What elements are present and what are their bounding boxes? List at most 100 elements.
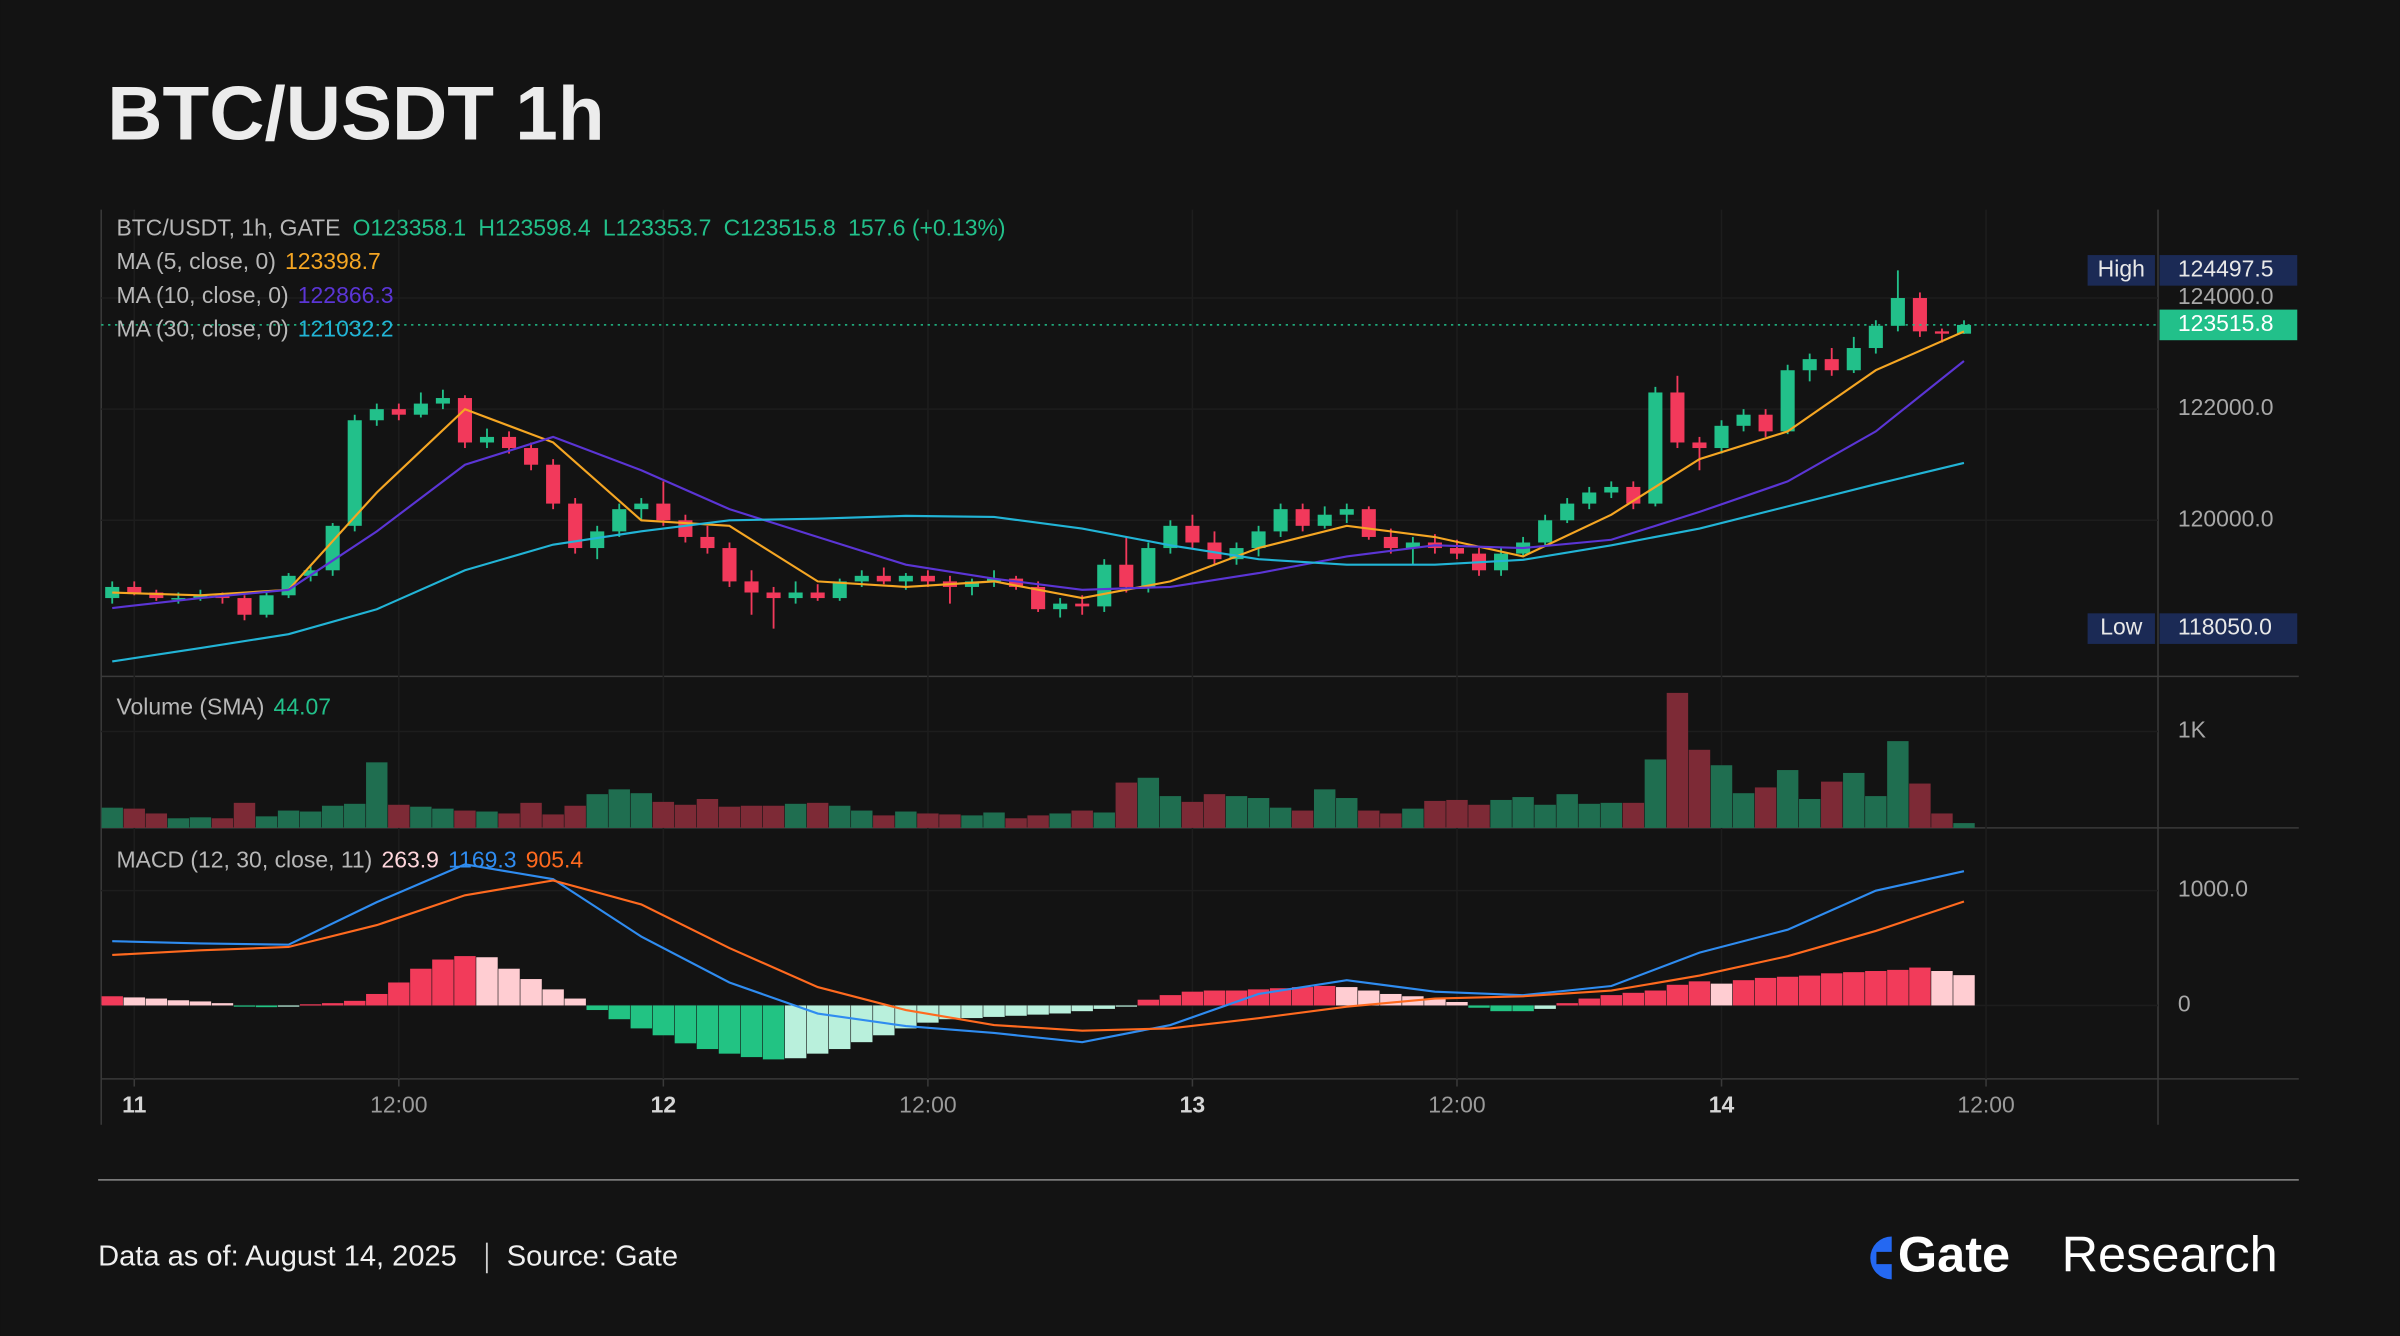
indicator-line <box>112 879 1965 1032</box>
candle-body <box>1449 548 1465 554</box>
y-tick-label: 122000.0 <box>2178 394 2274 420</box>
legend-entry: MA (10, close, 0) 122866.3 <box>117 282 394 308</box>
histogram-bar <box>1424 998 1446 1006</box>
x-tick-label: 12:00 <box>1957 1092 2014 1118</box>
candle-body <box>1582 492 1597 504</box>
volume-bar <box>1115 782 1138 828</box>
histogram-bar <box>101 996 123 1006</box>
histogram-bar <box>520 979 542 1006</box>
volume-bar <box>1137 777 1160 828</box>
footer-source: Source: Gate <box>507 1241 678 1273</box>
volume-bar <box>1556 794 1578 828</box>
candle-body <box>193 595 208 599</box>
volume-bar <box>1181 801 1204 828</box>
candle-body <box>1075 603 1090 607</box>
candle-body <box>1692 442 1707 449</box>
candle-body <box>1956 324 1972 334</box>
histogram-bar <box>1732 980 1755 1006</box>
histogram-bar <box>299 1004 322 1006</box>
candle-body <box>1405 542 1420 549</box>
histogram-bar <box>1512 1005 1534 1012</box>
y-tick-label: 1000.0 <box>2178 876 2248 902</box>
candle-body <box>1053 603 1068 610</box>
histogram-bar <box>1490 1005 1512 1012</box>
volume-bar <box>784 803 807 828</box>
candle-body <box>1780 370 1795 432</box>
volume-bar <box>189 817 212 828</box>
histogram-bar <box>564 998 586 1006</box>
histogram-bar <box>1380 993 1402 1006</box>
candle-body <box>1383 536 1398 549</box>
legend-ohlc: 157.6 (+0.13%) <box>848 215 1005 241</box>
legend-text: MA (30, close, 0) <box>117 316 289 342</box>
volume-bar <box>1093 812 1115 828</box>
volume-bar <box>1578 803 1600 828</box>
histogram-bar <box>1865 971 1887 1006</box>
candle-body <box>237 598 252 615</box>
volume-bar <box>1203 794 1226 828</box>
volume-bar <box>542 814 564 828</box>
candle-body <box>612 509 627 532</box>
indicator-line <box>112 461 1965 663</box>
volume-bar <box>1843 772 1865 828</box>
legend-entry: MA (5, close, 0) 123398.7 <box>117 248 381 274</box>
histogram-bar <box>983 1005 1005 1017</box>
histogram-bar <box>1600 995 1622 1006</box>
candle-body <box>1207 542 1222 560</box>
volume-bar <box>388 804 410 828</box>
volume-bar <box>277 810 300 828</box>
y-tick-label: 124000.0 <box>2178 283 2274 309</box>
candle-body <box>1097 564 1112 607</box>
legend-text: 121032.2 <box>298 316 394 342</box>
histogram-bar <box>211 1003 234 1006</box>
extreme-name-badge <box>2087 255 2155 286</box>
histogram-bar <box>277 1005 300 1007</box>
histogram-bar <box>1137 999 1160 1006</box>
legend-text: Volume (SMA) <box>117 694 265 720</box>
histogram-bar <box>1203 990 1226 1006</box>
volume-bar <box>630 793 653 828</box>
histogram-bar <box>1556 1003 1578 1006</box>
volume-bar <box>1380 813 1402 828</box>
candle-body <box>1604 486 1619 493</box>
volume-bar <box>1313 789 1336 828</box>
candle-body <box>810 592 825 599</box>
candle-body <box>656 503 671 521</box>
legend-text: MA (10, close, 0) <box>117 282 289 308</box>
volume-bar <box>1512 797 1534 828</box>
volume-bar <box>1953 823 1975 828</box>
candle-body <box>964 581 980 587</box>
brand-suffix: Research <box>2062 1225 2278 1282</box>
histogram-bar <box>1953 975 1975 1006</box>
legend-ohlc: O123358.1 <box>353 215 467 241</box>
candle-body <box>1846 348 1861 371</box>
histogram-bar <box>1181 991 1204 1006</box>
volume-bar <box>1931 813 1953 828</box>
candle-body <box>766 592 781 599</box>
volume-bar <box>674 804 697 828</box>
histogram-bar <box>1798 975 1821 1006</box>
volume-bar <box>1358 810 1380 828</box>
histogram-bar <box>1446 1002 1468 1006</box>
candle-body <box>1802 359 1817 371</box>
histogram-bar <box>1666 984 1689 1006</box>
candle-body <box>568 503 583 549</box>
volume-bar <box>762 805 785 828</box>
candle-body <box>369 409 384 421</box>
volume-bar <box>1887 741 1909 828</box>
volume-bar <box>1754 787 1777 828</box>
histogram-bar <box>344 1000 366 1006</box>
volume-bar <box>1159 796 1182 828</box>
volume-bar <box>1247 798 1270 828</box>
histogram-bar <box>1269 988 1292 1006</box>
volume-bar <box>939 814 961 828</box>
candle-body <box>1912 298 1927 332</box>
volume-bar <box>321 805 344 828</box>
candle-body <box>1824 359 1839 371</box>
volume-bar <box>1865 796 1887 828</box>
indicator-line <box>112 863 1965 1044</box>
volume-bar <box>1710 765 1733 828</box>
brand-icon <box>1870 1236 1892 1280</box>
candle-body <box>700 536 715 549</box>
candle-body <box>1031 586 1046 610</box>
